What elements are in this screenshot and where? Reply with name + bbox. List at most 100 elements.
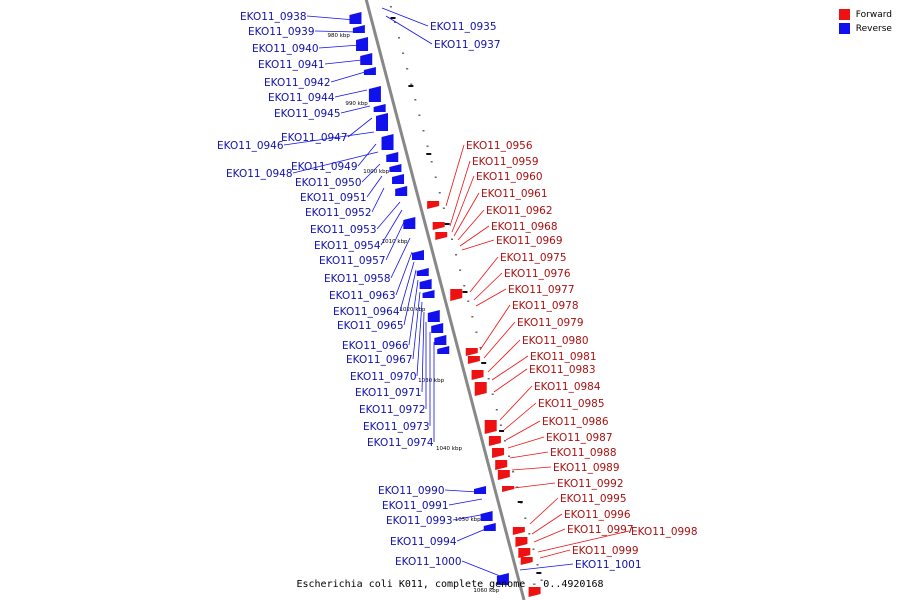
reverse-gene-label[interactable]: EKO11_0991 — [382, 500, 449, 512]
reverse-gene-label[interactable]: EKO11_0972 — [359, 404, 426, 416]
forward-gene-block[interactable] — [450, 289, 463, 301]
forward-gene-label[interactable]: EKO11_0962 — [486, 205, 553, 217]
reverse-gene-label[interactable]: EKO11_0939 — [248, 26, 315, 38]
forward-gene-label[interactable]: EKO11_0959 — [472, 156, 539, 168]
forward-gene-label[interactable]: EKO11_0969 — [496, 235, 563, 247]
reverse-gene-block[interactable] — [360, 53, 373, 65]
reverse-gene-label[interactable]: EKO11_0951 — [300, 192, 367, 204]
reverse-gene-label[interactable]: EKO11_0946 — [217, 140, 284, 152]
forward-gene-label[interactable]: EKO11_0985 — [538, 398, 605, 410]
reverse-gene-block[interactable] — [403, 217, 416, 229]
forward-gene-block[interactable] — [497, 470, 510, 480]
reverse-gene-block[interactable] — [437, 346, 450, 354]
reverse-gene-block[interactable] — [480, 511, 493, 521]
forward-gene-label[interactable]: EKO11_0956 — [466, 140, 533, 152]
forward-gene-label[interactable]: EKO11_0997 — [567, 524, 634, 536]
forward-gene-label[interactable]: EKO11_0983 — [529, 364, 596, 376]
forward-gene-label[interactable]: EKO11_0968 — [491, 221, 558, 233]
reverse-gene-block[interactable] — [373, 104, 386, 112]
reverse-gene-label[interactable]: EKO11_0948 — [226, 168, 293, 180]
forward-gene-label[interactable]: EKO11_0996 — [564, 509, 631, 521]
reverse-gene-label[interactable]: EKO11_0945 — [274, 108, 341, 120]
reverse-gene-label[interactable]: EKO11_0967 — [346, 354, 413, 366]
reverse-gene-block[interactable] — [427, 310, 440, 322]
reverse-gene-block[interactable] — [412, 250, 425, 260]
forward-gene-block[interactable] — [467, 356, 480, 364]
reverse-gene-label[interactable]: EKO11_0958 — [324, 273, 391, 285]
reverse-gene-block[interactable] — [352, 25, 365, 33]
reverse-gene-label[interactable]: EKO11_0973 — [363, 421, 430, 433]
reverse-gene-block[interactable] — [422, 290, 435, 298]
reverse-gene-block[interactable] — [474, 486, 487, 494]
forward-gene-block[interactable] — [474, 382, 487, 396]
forward-gene-block[interactable] — [502, 486, 515, 492]
reverse-gene-block[interactable] — [434, 335, 447, 345]
forward-gene-block[interactable] — [515, 537, 528, 547]
forward-gene-block[interactable] — [488, 436, 501, 446]
forward-gene-block[interactable] — [495, 460, 508, 470]
reverse-gene-label[interactable]: EKO11_0974 — [367, 437, 434, 449]
forward-gene-label[interactable]: EKO11_0998 — [631, 526, 698, 538]
forward-gene-block[interactable] — [492, 448, 505, 458]
reverse-gene-block[interactable] — [395, 186, 408, 196]
reverse-gene-label[interactable]: EKO11_0954 — [314, 240, 381, 252]
forward-gene-label[interactable]: EKO11_0992 — [557, 478, 624, 490]
reverse-gene-label[interactable]: EKO11_0966 — [342, 340, 409, 352]
forward-gene-block[interactable] — [528, 587, 541, 597]
forward-gene-block[interactable] — [520, 557, 533, 565]
reverse-gene-block[interactable] — [349, 12, 362, 24]
reverse-gene-label[interactable]: EKO11_1000 — [395, 556, 462, 568]
reverse-gene-block[interactable] — [392, 174, 405, 184]
reverse-gene-block[interactable] — [389, 164, 402, 172]
reverse-gene-label[interactable]: EKO11_0994 — [390, 536, 457, 548]
reverse-gene-label[interactable]: EKO11_0993 — [386, 515, 453, 527]
forward-gene-label[interactable]: EKO11_0981 — [530, 351, 597, 363]
reverse-gene-label[interactable]: EKO11_0935 — [430, 21, 497, 33]
forward-gene-label[interactable]: EKO11_0977 — [508, 284, 575, 296]
reverse-gene-label[interactable]: EKO11_0953 — [310, 224, 377, 236]
reverse-gene-block[interactable] — [386, 152, 399, 162]
reverse-gene-block[interactable] — [363, 67, 376, 75]
reverse-gene-block[interactable] — [368, 86, 381, 102]
reverse-gene-label[interactable]: EKO11_0970 — [350, 371, 417, 383]
reverse-gene-block[interactable] — [416, 268, 429, 276]
forward-gene-label[interactable]: EKO11_0976 — [504, 268, 571, 280]
reverse-gene-block[interactable] — [381, 134, 394, 150]
reverse-gene-label[interactable]: EKO11_0937 — [434, 39, 501, 51]
reverse-gene-label[interactable]: EKO11_0940 — [252, 43, 319, 55]
forward-gene-label[interactable]: EKO11_0975 — [500, 252, 567, 264]
reverse-gene-label[interactable]: EKO11_0950 — [295, 177, 362, 189]
forward-gene-block[interactable] — [512, 527, 525, 535]
forward-gene-label[interactable]: EKO11_0989 — [553, 462, 620, 474]
reverse-gene-block[interactable] — [356, 37, 369, 51]
forward-gene-block[interactable] — [518, 548, 531, 558]
forward-gene-block[interactable] — [471, 370, 484, 380]
forward-gene-label[interactable]: EKO11_0978 — [512, 300, 579, 312]
reverse-gene-label[interactable]: EKO11_0942 — [264, 77, 331, 89]
reverse-gene-label[interactable]: EKO11_0963 — [329, 290, 396, 302]
forward-gene-label[interactable]: EKO11_0980 — [522, 335, 589, 347]
reverse-gene-label[interactable]: EKO11_0971 — [355, 387, 422, 399]
forward-gene-label[interactable]: EKO11_0979 — [517, 317, 584, 329]
forward-gene-block[interactable] — [435, 232, 448, 240]
forward-gene-label[interactable]: EKO11_0984 — [534, 381, 601, 393]
forward-gene-label[interactable]: EKO11_0988 — [550, 447, 617, 459]
reverse-gene-label[interactable]: EKO11_0957 — [319, 255, 386, 267]
forward-gene-label[interactable]: EKO11_0999 — [572, 545, 639, 557]
reverse-gene-label[interactable]: EKO11_0964 — [333, 306, 400, 318]
reverse-gene-label[interactable]: EKO11_0952 — [305, 207, 372, 219]
forward-gene-label[interactable]: EKO11_0961 — [481, 188, 548, 200]
forward-gene-label[interactable]: EKO11_0986 — [542, 416, 609, 428]
forward-gene-block[interactable] — [465, 348, 478, 356]
forward-gene-block[interactable] — [427, 201, 440, 209]
forward-gene-label[interactable]: EKO11_0987 — [546, 432, 613, 444]
reverse-gene-label[interactable]: EKO11_0990 — [378, 485, 445, 497]
reverse-gene-label[interactable]: EKO11_0947 — [281, 132, 348, 144]
reverse-gene-label[interactable]: EKO11_0949 — [291, 161, 358, 173]
reverse-gene-block[interactable] — [483, 523, 496, 531]
reverse-gene-block[interactable] — [419, 279, 432, 289]
reverse-gene-label[interactable]: EKO11_0965 — [337, 320, 404, 332]
reverse-gene-label[interactable]: EKO11_1001 — [575, 559, 642, 571]
forward-gene-label[interactable]: EKO11_0960 — [476, 171, 543, 183]
forward-gene-label[interactable]: EKO11_0995 — [560, 493, 627, 505]
